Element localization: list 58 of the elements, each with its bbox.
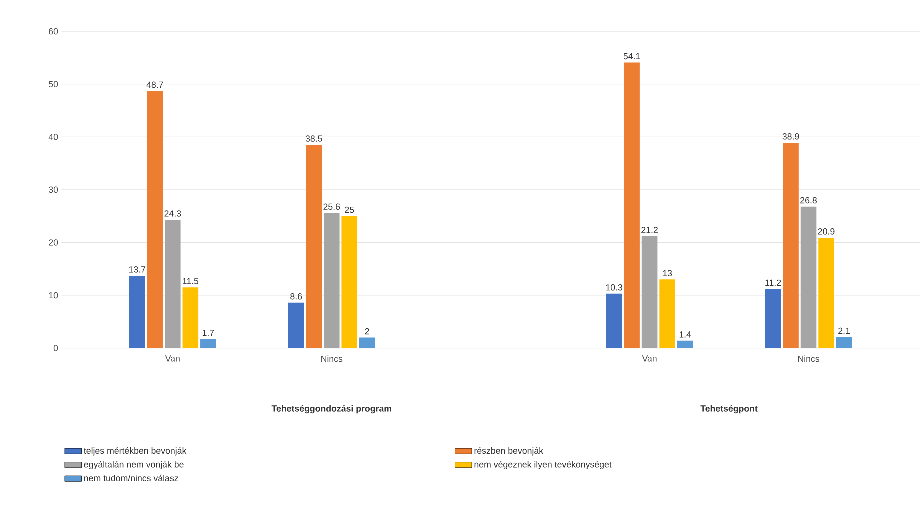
data-label: 13.7 — [129, 266, 146, 273]
data-label: 38.9 — [782, 134, 800, 140]
x-tick-label: Van — [642, 356, 657, 362]
bar — [624, 62, 640, 348]
bar — [660, 280, 676, 348]
bar — [606, 294, 622, 348]
data-label: 25.6 — [324, 204, 340, 210]
bar — [800, 206, 817, 348]
y-tick-label: 50 — [49, 81, 58, 88]
x-tick-label: Van — [165, 356, 180, 362]
bar — [130, 276, 146, 348]
data-label: 11.5 — [183, 278, 199, 285]
data-label: 11.2 — [766, 280, 782, 286]
text: Tehetséggondozási program — [272, 405, 392, 414]
data-label: 26.8 — [800, 197, 817, 204]
bar — [165, 220, 181, 348]
legend-label: nem végeznek ilyen tevékonységet — [474, 461, 612, 470]
data-label: 20.9 — [818, 228, 835, 235]
y-tick-label: 20 — [49, 240, 58, 246]
data-label: 48.7 — [146, 82, 164, 88]
x-tick-label: Nincs — [322, 356, 343, 362]
y-tick-label: 10 — [49, 292, 58, 299]
bar — [818, 238, 834, 348]
bar — [642, 236, 658, 348]
bar — [182, 288, 199, 348]
bar — [288, 302, 304, 348]
legend-label: teljes mértékben bevonják — [84, 447, 187, 456]
bar — [836, 337, 852, 348]
data-label: 24.3 — [164, 210, 182, 217]
data-label: 54.1 — [624, 53, 640, 60]
data-label: 25 — [345, 206, 354, 214]
legend-label: egyáltalán nem vonják be — [84, 461, 184, 470]
text: Tehetségpont — [700, 405, 758, 414]
bar — [677, 340, 694, 348]
y-tick-label: 60 — [49, 28, 58, 35]
bar — [783, 143, 799, 348]
bar — [147, 91, 164, 348]
data-label: 1.7 — [202, 330, 214, 336]
bar — [200, 339, 216, 348]
y-tick-label: 30 — [48, 186, 58, 194]
data-label: 8.6 — [290, 294, 302, 300]
y-tick-label: 40 — [48, 134, 58, 140]
bar — [324, 213, 340, 348]
data-label: 2 — [365, 328, 370, 335]
data-label: 21.2 — [642, 227, 658, 234]
bar — [306, 145, 322, 348]
data-label: 13 — [663, 270, 672, 277]
x-tick-label: Nincs — [798, 356, 820, 362]
data-label: 1.4 — [680, 332, 692, 338]
data-label: 38.5 — [306, 136, 322, 142]
data-label: 10.3 — [606, 284, 623, 291]
legend-label: nem tudom/nincs válasz — [84, 474, 178, 482]
bar — [765, 289, 782, 348]
y-tick-label: 0 — [54, 345, 58, 352]
legend-label: részben bevonják — [474, 447, 544, 456]
data-label: 2.1 — [838, 328, 850, 334]
bar — [359, 338, 376, 348]
bar — [342, 216, 358, 348]
